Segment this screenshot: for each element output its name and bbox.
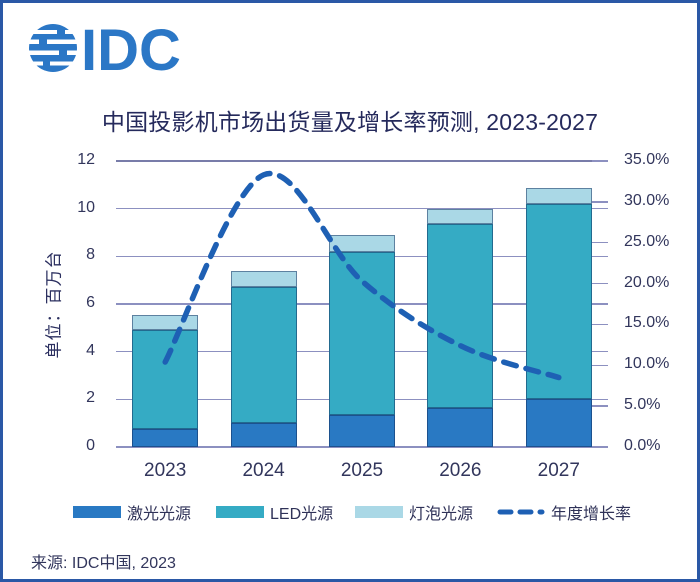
- left-axis-tick-label: 0: [86, 437, 95, 454]
- legend-swatch-led: [216, 506, 264, 518]
- legend: 激光光源 LED光源 灯泡光源 年度增长率: [3, 500, 697, 524]
- bar-segment: [230, 423, 297, 447]
- left-axis-tick-label: 2: [86, 389, 95, 407]
- left-axis-tick-label: 6: [86, 294, 95, 311]
- bar-segment: [132, 330, 199, 430]
- bar-segment: [230, 270, 297, 288]
- right-axis-tick: [592, 323, 608, 326]
- bar-segment: [230, 287, 297, 424]
- legend-item-lamp: 灯泡光源: [355, 500, 473, 524]
- gridline: [116, 207, 608, 210]
- x-axis-label: 2026: [439, 460, 482, 481]
- growth-line: [162, 170, 562, 381]
- legend-swatch-growth-line: [497, 509, 545, 515]
- left-axis-tick-label: 4: [86, 341, 95, 359]
- right-axis-tick: [592, 201, 608, 203]
- bar-segment: [427, 224, 494, 408]
- right-axis-tick: [592, 405, 608, 407]
- logo-text: IDC: [81, 23, 181, 73]
- x-axis-label: 2025: [340, 460, 384, 481]
- left-axis-tick-label: 10: [77, 198, 95, 216]
- right-axis-tick-label: 20.0%: [624, 273, 670, 291]
- right-axis-tick: [592, 364, 608, 367]
- legend-swatch-laser: [73, 506, 121, 518]
- x-axis-labels: 2023 2024 2025 2026 2027: [116, 460, 608, 484]
- globe-icon: [27, 24, 83, 72]
- legend-label-led: LED光源: [270, 506, 334, 523]
- right-axis-tick: [592, 160, 608, 162]
- right-axis-tick-label: 10.0%: [624, 355, 670, 373]
- right-axis-tick-label: 0.0%: [624, 437, 661, 454]
- left-axis-tick-label: 12: [77, 151, 95, 168]
- bar-segment: [525, 203, 592, 400]
- right-axis-tick: [592, 282, 608, 285]
- bar-segment: [525, 188, 592, 204]
- bar-segment: [525, 399, 592, 447]
- legend-label-lamp: 灯泡光源: [409, 506, 474, 523]
- bar-segment: [427, 407, 494, 447]
- legend-label-laser: 激光光源: [127, 506, 192, 523]
- bar-segment: [132, 429, 199, 447]
- idc-logo-graphic: IDC: [27, 18, 181, 83]
- right-axis-tick-label: 35.0%: [624, 151, 670, 168]
- idc-logo: IDC: [27, 18, 187, 83]
- source-text: 来源: IDC中国, 2023: [31, 555, 176, 572]
- plot-area: [116, 160, 608, 448]
- chart-title: 中国投影机市场出货量及增长率预测, 2023-2027: [101, 109, 599, 135]
- gridline: [116, 160, 608, 162]
- legend-item-laser: 激光光源: [73, 500, 191, 524]
- bar-segment: [329, 251, 395, 415]
- right-axis-tick-label: 25.0%: [624, 232, 670, 250]
- legend-item-growth: 年度增长率: [497, 500, 631, 524]
- right-axis-tick: [592, 241, 608, 244]
- right-axis-tick: [592, 446, 608, 448]
- x-axis-label: 2027: [537, 460, 580, 481]
- left-axis-labels: 0 2 4 6 8 10 12: [43, 151, 95, 454]
- gridline: [116, 446, 608, 448]
- x-axis-label: 2023: [144, 460, 187, 481]
- left-axis-tick-label: 8: [86, 246, 95, 264]
- legend-label-growth: 年度增长率: [551, 506, 632, 523]
- bar-segment: [329, 234, 395, 252]
- bar-segment: [427, 208, 494, 225]
- x-axis-label: 2024: [242, 460, 285, 481]
- right-axis-labels: 0.0% 5.0% 10.0% 15.0% 20.0% 25.0% 30.0% 35.0%: [592, 151, 697, 454]
- right-axis-tick-label: 5.0%: [624, 396, 661, 414]
- right-axis-tick-label: 30.0%: [624, 191, 670, 209]
- bar-segment: [329, 414, 395, 447]
- growth-line-layer: [162, 170, 562, 381]
- legend-swatch-lamp: [355, 506, 403, 518]
- right-axis-tick-label: 15.0%: [624, 314, 670, 332]
- legend-item-led: LED光源: [216, 500, 333, 524]
